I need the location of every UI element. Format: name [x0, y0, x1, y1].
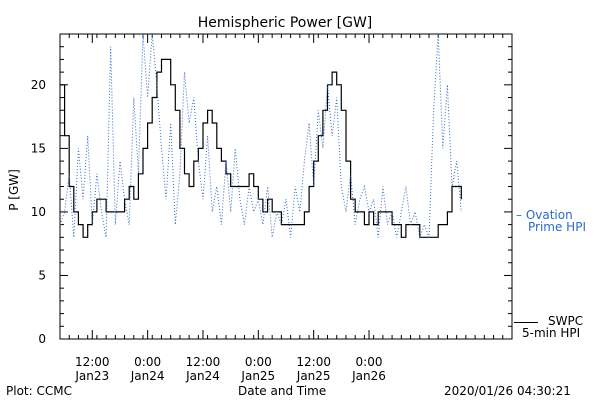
legend-swpc-line1: SWPC	[548, 314, 584, 328]
x-axis-ticks: 12:00Jan230:00Jan2412:00Jan240:00Jan2512…	[59, 34, 513, 383]
series-ovation-prime-hpi-line	[59, 33, 462, 240]
series-group	[59, 33, 462, 240]
footer-plot-credit: Plot: CCMC	[6, 384, 72, 398]
x-tick-label-date: Jan25	[240, 369, 275, 383]
y-tick-label: 5	[38, 268, 46, 282]
legend-swpc-line2: 5-min HPI	[522, 326, 581, 340]
footer-timestamp: 2020/01/26 04:30:21	[444, 384, 571, 398]
x-tick-label-time: 0:00	[356, 355, 383, 369]
x-tick-label-date: Jan24	[185, 369, 220, 383]
y-tick-label: 15	[31, 141, 46, 155]
legend-swpc-swatch	[514, 322, 538, 323]
y-axis-label: P [GW]	[7, 169, 21, 211]
x-tick-label-time: 0:00	[245, 355, 272, 369]
x-tick-label-time: 12:00	[75, 355, 110, 369]
footer-axis-title: Date and Time	[238, 384, 327, 398]
x-tick-label-date: Jan24	[130, 369, 165, 383]
legend-ovation-line1: – Ovation	[516, 208, 573, 222]
x-tick-label-date: Jan23	[74, 369, 109, 383]
x-tick-label-time: 12:00	[296, 355, 331, 369]
y-tick-label: 10	[31, 205, 46, 219]
chart-title: Hemispheric Power [GW]	[198, 15, 373, 31]
x-tick-label-date: Jan25	[296, 369, 331, 383]
series-swpc-5min-hpi-line	[60, 58, 462, 238]
y-axis-ticks: 0 5 10 15 20	[31, 33, 512, 346]
x-tick-label-time: 0:00	[134, 355, 161, 369]
y-tick-label: 20	[31, 78, 46, 92]
plot-frame	[59, 33, 513, 340]
x-tick-label-time: 12:00	[186, 355, 221, 369]
legend-ovation-line2: Prime HPI	[528, 220, 586, 234]
y-tick-label: 0	[38, 332, 46, 346]
x-tick-label-date: Jan26	[351, 369, 386, 383]
